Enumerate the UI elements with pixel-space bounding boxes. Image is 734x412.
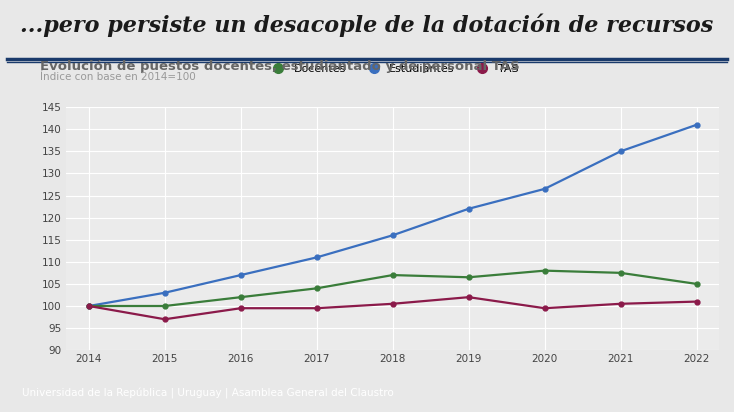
Text: Evolución de puestos docentes, estudiantado y de personal TAS: Evolución de puestos docentes, estudiant… xyxy=(40,60,520,73)
Text: Universidad de la República | Uruguay | Asamblea General del Claustro: Universidad de la República | Uruguay | … xyxy=(22,388,393,399)
Text: Índice con base en 2014=100: Índice con base en 2014=100 xyxy=(40,72,196,82)
Legend: Docentes, Estudiantes, TAS: Docentes, Estudiantes, TAS xyxy=(262,59,523,78)
Text: ...pero persiste un desacople de la dotación de recursos: ...pero persiste un desacople de la dota… xyxy=(21,13,713,37)
